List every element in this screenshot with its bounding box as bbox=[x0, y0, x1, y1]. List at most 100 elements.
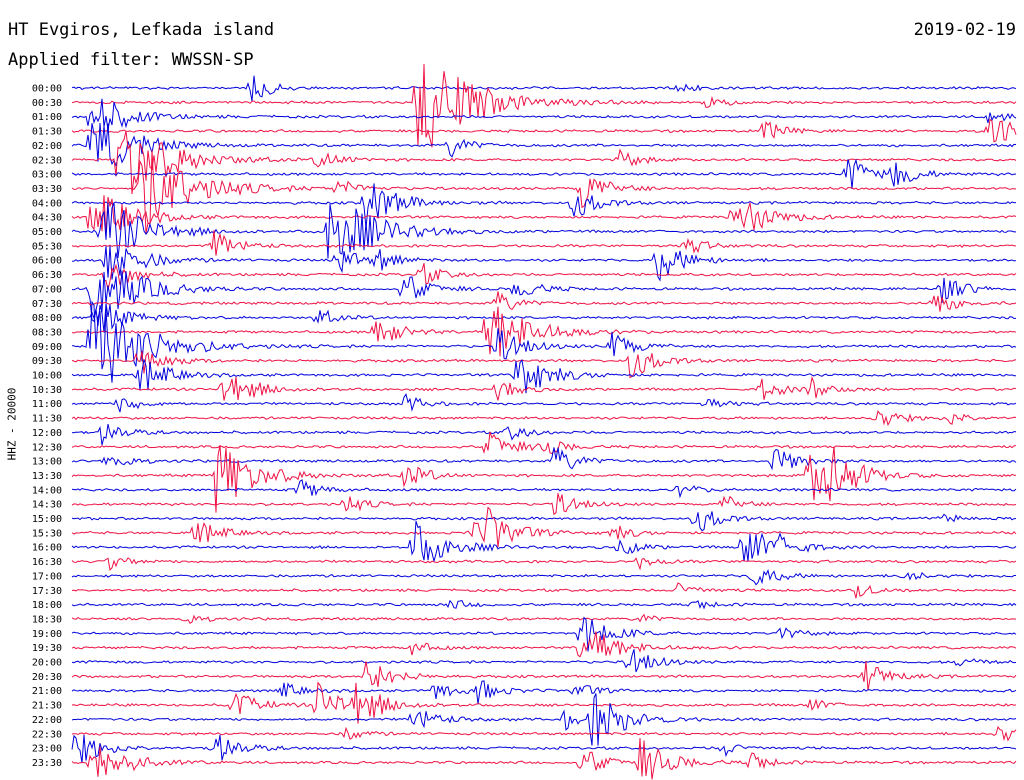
row-labels: 00:00 00:30 01:00 01:30 02:00 02:30 03:00 03:30… bbox=[32, 84, 62, 769]
trace-line bbox=[71, 681, 1017, 724]
row-label: 12:00 bbox=[32, 428, 62, 439]
trace-line bbox=[71, 393, 1017, 413]
seismic-traces bbox=[71, 63, 1017, 780]
row-label: 17:30 bbox=[32, 586, 62, 597]
trace-line bbox=[71, 557, 1017, 571]
trace-line bbox=[71, 410, 1017, 427]
row-label: 08:00 bbox=[32, 313, 62, 324]
row-label: 23:00 bbox=[32, 744, 62, 755]
station-title: HT Evgiros, Lefkada island bbox=[8, 20, 275, 40]
row-label: 18:00 bbox=[32, 600, 62, 611]
trace-line bbox=[71, 195, 1017, 235]
row-label: 14:00 bbox=[32, 485, 62, 496]
trace-line bbox=[71, 493, 1017, 516]
trace-line bbox=[71, 98, 1017, 130]
row-label: 16:30 bbox=[32, 557, 62, 568]
trace-line bbox=[71, 511, 1017, 532]
trace-line bbox=[71, 631, 1017, 658]
trace-line bbox=[71, 306, 1017, 357]
trace-line bbox=[71, 649, 1017, 673]
row-label: 18:30 bbox=[32, 614, 62, 625]
row-label: 01:30 bbox=[32, 127, 62, 138]
filter-label: Applied filter: WWSSN-SP bbox=[8, 50, 254, 70]
trace-line bbox=[71, 303, 1017, 333]
row-label: 15:00 bbox=[32, 514, 62, 525]
trace-line bbox=[71, 479, 1017, 499]
row-label: 08:30 bbox=[32, 327, 62, 338]
row-label: 13:30 bbox=[32, 471, 62, 482]
trace-line bbox=[71, 63, 1017, 148]
trace-line bbox=[71, 680, 1017, 705]
trace-line bbox=[71, 599, 1017, 610]
row-label: 03:00 bbox=[32, 170, 62, 181]
trace-line bbox=[71, 203, 1016, 259]
row-label: 06:00 bbox=[32, 256, 62, 267]
date-label: 2019-02-19 bbox=[913, 20, 1016, 40]
row-label: 04:30 bbox=[32, 213, 62, 224]
row-label: 14:30 bbox=[32, 500, 62, 511]
trace-line bbox=[71, 118, 1017, 143]
row-label: 23:30 bbox=[32, 758, 62, 769]
trace-line bbox=[71, 616, 1017, 652]
row-label: 16:00 bbox=[32, 543, 62, 554]
row-label: 21:30 bbox=[32, 701, 62, 712]
trace-line bbox=[71, 359, 1016, 394]
trace-line bbox=[71, 158, 1016, 190]
trace-line bbox=[71, 150, 1017, 234]
row-label: 05:00 bbox=[32, 227, 62, 238]
row-label: 20:00 bbox=[32, 658, 62, 669]
row-label: 03:30 bbox=[32, 184, 62, 195]
trace-line bbox=[71, 75, 1017, 102]
trace-line bbox=[71, 291, 1017, 312]
trace-line bbox=[71, 725, 1017, 742]
trace-line bbox=[71, 734, 1017, 763]
row-label: 22:00 bbox=[32, 715, 62, 726]
row-label: 06:30 bbox=[32, 270, 62, 281]
row-label: 21:00 bbox=[32, 686, 62, 697]
trace-line bbox=[71, 423, 1017, 446]
row-label: 11:30 bbox=[32, 414, 62, 425]
row-label: 02:30 bbox=[32, 155, 62, 166]
trace-line bbox=[71, 300, 1017, 383]
trace-line bbox=[71, 660, 1017, 691]
trace-line bbox=[71, 350, 1017, 379]
row-label: 07:30 bbox=[32, 299, 62, 310]
row-label: 01:00 bbox=[32, 112, 62, 123]
trace-line bbox=[71, 270, 1017, 323]
row-label: 09:00 bbox=[32, 342, 62, 353]
trace-line bbox=[71, 738, 1017, 780]
row-label: 10:30 bbox=[32, 385, 62, 396]
trace-line bbox=[71, 568, 1016, 586]
trace-line bbox=[71, 263, 1017, 290]
row-label: 20:30 bbox=[32, 672, 62, 683]
trace-line bbox=[71, 245, 1017, 282]
trace-line bbox=[71, 183, 1017, 229]
row-label: 05:30 bbox=[32, 241, 62, 252]
row-label: 07:00 bbox=[32, 284, 62, 295]
row-label: 10:00 bbox=[32, 371, 62, 382]
row-label: 19:30 bbox=[32, 643, 62, 654]
trace-line bbox=[71, 230, 1017, 256]
row-label: 17:00 bbox=[32, 571, 62, 582]
trace-line bbox=[71, 431, 1017, 455]
row-label: 00:30 bbox=[32, 98, 62, 109]
row-label: 02:00 bbox=[32, 141, 62, 152]
row-label: 00:00 bbox=[32, 84, 62, 95]
row-label: 11:00 bbox=[32, 399, 62, 410]
trace-line bbox=[71, 122, 1017, 168]
row-label: 19:00 bbox=[32, 629, 62, 640]
trace-line bbox=[71, 613, 1016, 624]
trace-line bbox=[71, 445, 1016, 513]
trace-line bbox=[71, 693, 1017, 746]
row-label: 04:00 bbox=[32, 198, 62, 209]
trace-line bbox=[71, 375, 1017, 401]
trace-line bbox=[71, 582, 1017, 599]
trace-line bbox=[71, 130, 1017, 195]
trace-line bbox=[71, 506, 1017, 548]
trace-line bbox=[71, 521, 1017, 562]
row-label: 13:00 bbox=[32, 457, 62, 468]
row-label: 22:30 bbox=[32, 729, 62, 740]
row-label: 09:30 bbox=[32, 356, 62, 367]
row-label: 12:30 bbox=[32, 442, 62, 453]
